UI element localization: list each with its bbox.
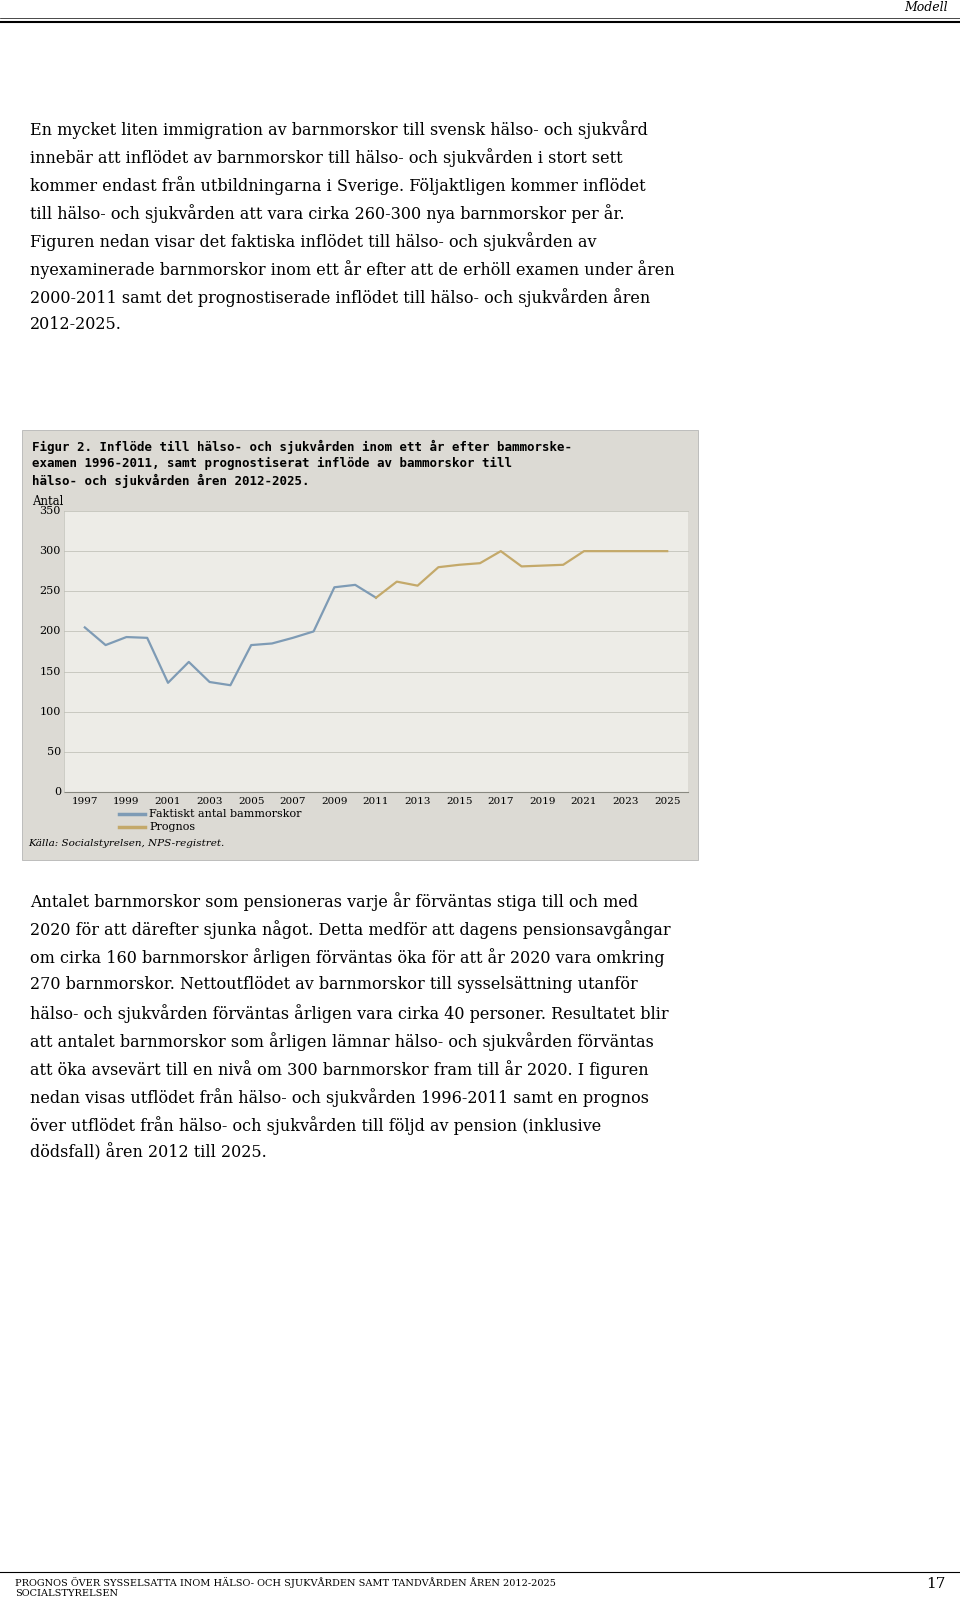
Text: examen 1996-2011, samt prognostiserat inflöde av bammorskor till: examen 1996-2011, samt prognostiserat in… xyxy=(32,457,512,470)
Text: innebär att inflödet av barnmorskor till hälso- och sjukvården i stort sett: innebär att inflödet av barnmorskor till… xyxy=(30,148,623,167)
Text: 2025: 2025 xyxy=(654,797,681,805)
Text: 2019: 2019 xyxy=(529,797,556,805)
Text: nedan visas utflödet från hälso- och sjukvården 1996-2011 samt en prognos: nedan visas utflödet från hälso- och sju… xyxy=(30,1088,649,1107)
Text: 2015: 2015 xyxy=(446,797,472,805)
Text: 2020 för att därefter sjunka något. Detta medför att dagens pensionsavgångar: 2020 för att därefter sjunka något. Dett… xyxy=(30,921,671,938)
Text: till hälso- och sjukvården att vara cirka 260-300 nya barnmorskor per år.: till hälso- och sjukvården att vara cirk… xyxy=(30,204,625,223)
Text: Prognos: Prognos xyxy=(149,821,195,832)
Text: 300: 300 xyxy=(39,545,61,557)
Text: Källa: Socialstyrelsen, NPS-registret.: Källa: Socialstyrelsen, NPS-registret. xyxy=(28,839,225,849)
Text: dödsfall) åren 2012 till 2025.: dödsfall) åren 2012 till 2025. xyxy=(30,1144,267,1161)
Text: Faktiskt antal bammorskor: Faktiskt antal bammorskor xyxy=(149,808,301,820)
Text: 150: 150 xyxy=(39,667,61,677)
Text: 2009: 2009 xyxy=(322,797,348,805)
Text: 2017: 2017 xyxy=(488,797,514,805)
Text: Figur 2. Inflöde till hälso- och sjukvården inom ett år efter bammorske-: Figur 2. Inflöde till hälso- och sjukvår… xyxy=(32,439,572,454)
Text: En mycket liten immigration av barnmorskor till svensk hälso- och sjukvård: En mycket liten immigration av barnmorsk… xyxy=(30,120,648,140)
Text: SOCIALSTYRELSEN: SOCIALSTYRELSEN xyxy=(15,1590,118,1598)
Text: att öka avsevärt till en nivå om 300 barnmorskor fram till år 2020. I figuren: att öka avsevärt till en nivå om 300 bar… xyxy=(30,1060,649,1079)
Text: 0: 0 xyxy=(54,788,61,797)
Text: 270 barnmorskor. Nettoutflödet av barnmorskor till sysselsättning utanför: 270 barnmorskor. Nettoutflödet av barnmo… xyxy=(30,975,637,993)
Text: 2023: 2023 xyxy=(612,797,638,805)
Text: 1997: 1997 xyxy=(72,797,98,805)
Text: nyexaminerade barnmorskor inom ett år efter att de erhöll examen under åren: nyexaminerade barnmorskor inom ett år ef… xyxy=(30,260,675,279)
Text: 2005: 2005 xyxy=(238,797,264,805)
Text: 250: 250 xyxy=(39,587,61,597)
Text: att antalet barnmorskor som årligen lämnar hälso- och sjukvården förväntas: att antalet barnmorskor som årligen lämn… xyxy=(30,1031,654,1051)
Text: 2021: 2021 xyxy=(571,797,597,805)
Text: Figuren nedan visar det faktiska inflödet till hälso- och sjukvården av: Figuren nedan visar det faktiska inflöde… xyxy=(30,233,596,250)
Bar xyxy=(22,430,698,860)
Text: 2012-2025.: 2012-2025. xyxy=(30,316,122,334)
Text: 2013: 2013 xyxy=(404,797,431,805)
Bar xyxy=(64,512,688,792)
Text: 2000-2011 samt det prognostiserade inflödet till hälso- och sjukvården åren: 2000-2011 samt det prognostiserade inflö… xyxy=(30,289,650,306)
Text: PROGNOS ÖVER SYSSELSATTA INOM HÄLSO- OCH SJUKVÅRDEN SAMT TANDVÅRDEN ÅREN 2012-20: PROGNOS ÖVER SYSSELSATTA INOM HÄLSO- OCH… xyxy=(15,1577,556,1588)
Text: Antal: Antal xyxy=(32,496,63,508)
Text: 2003: 2003 xyxy=(197,797,223,805)
Text: hälso- och sjukvården förväntas årligen vara cirka 40 personer. Resultatet blir: hälso- och sjukvården förväntas årligen … xyxy=(30,1004,668,1023)
Text: över utflödet från hälso- och sjukvården till följd av pension (inklusive: över utflödet från hälso- och sjukvården… xyxy=(30,1116,601,1136)
Text: 1999: 1999 xyxy=(113,797,139,805)
Text: 50: 50 xyxy=(47,747,61,757)
Text: Antalet barnmorskor som pensioneras varje år förväntas stiga till och med: Antalet barnmorskor som pensioneras varj… xyxy=(30,892,638,911)
Text: 200: 200 xyxy=(39,627,61,637)
Text: 2011: 2011 xyxy=(363,797,389,805)
Text: Modell: Modell xyxy=(904,2,948,14)
Text: om cirka 160 barnmorskor årligen förväntas öka för att år 2020 vara omkring: om cirka 160 barnmorskor årligen förvänt… xyxy=(30,948,664,967)
Text: 2001: 2001 xyxy=(155,797,181,805)
Text: 2007: 2007 xyxy=(279,797,306,805)
Text: 100: 100 xyxy=(39,707,61,717)
Text: hälso- och sjukvården åren 2012-2025.: hälso- och sjukvården åren 2012-2025. xyxy=(32,475,309,488)
Text: 17: 17 xyxy=(925,1577,945,1591)
Text: 350: 350 xyxy=(39,505,61,516)
Text: kommer endast från utbildningarna i Sverige. Följaktligen kommer inflödet: kommer endast från utbildningarna i Sver… xyxy=(30,176,646,196)
